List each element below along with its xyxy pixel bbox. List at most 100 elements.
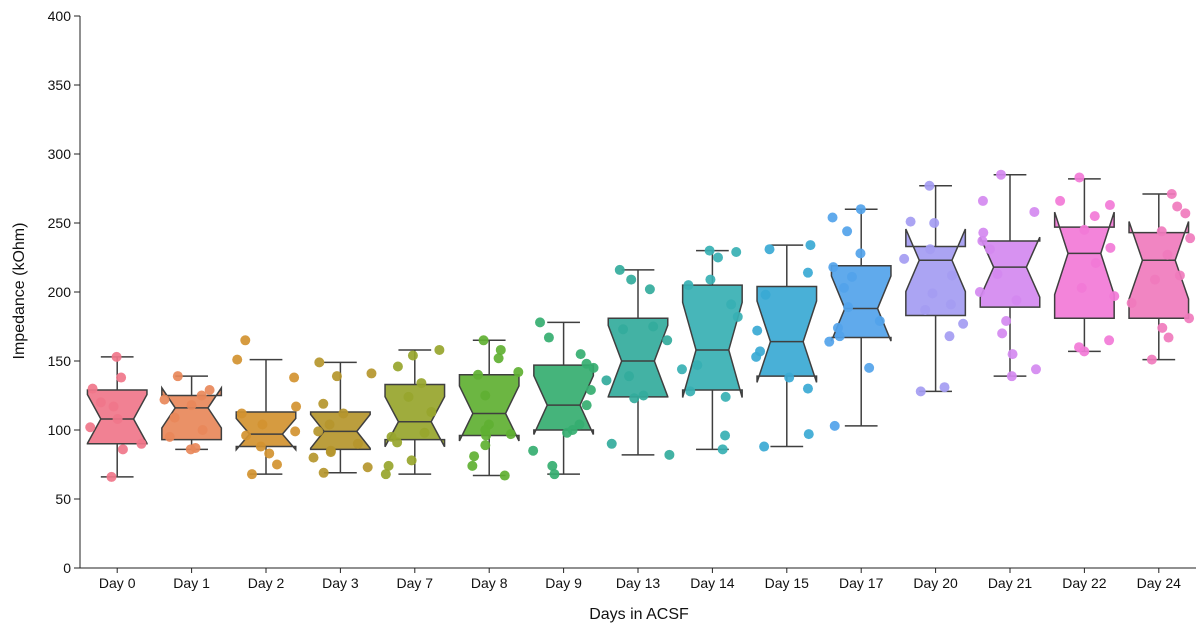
data-point <box>236 408 247 419</box>
y-tick-label: 100 <box>48 422 72 438</box>
data-point <box>977 235 988 246</box>
data-point <box>290 426 301 437</box>
data-point <box>802 383 813 394</box>
data-point <box>419 427 430 438</box>
data-point <box>112 413 123 424</box>
data-point <box>204 384 215 395</box>
data-point <box>618 324 629 335</box>
y-tick-label: 50 <box>55 491 71 507</box>
data-point <box>648 321 659 332</box>
data-point <box>664 449 675 460</box>
data-point <box>1055 195 1066 206</box>
data-point <box>720 391 731 402</box>
data-point <box>927 288 938 299</box>
data-point <box>1007 349 1018 360</box>
data-point <box>403 391 414 402</box>
data-point <box>246 469 257 480</box>
data-point <box>1001 315 1012 326</box>
data-point <box>712 252 723 263</box>
data-point <box>624 371 635 382</box>
data-point <box>997 328 1008 339</box>
data-point <box>977 195 988 206</box>
box-body <box>979 236 1041 308</box>
data-point <box>549 469 560 480</box>
data-point <box>1126 298 1137 309</box>
box-body <box>607 317 669 398</box>
data-point <box>996 169 1007 180</box>
y-tick-label: 400 <box>48 8 72 24</box>
data-point <box>314 357 325 368</box>
data-point <box>1149 274 1160 285</box>
data-point <box>513 367 524 378</box>
data-point <box>978 227 989 238</box>
data-point <box>467 460 478 471</box>
data-point <box>392 361 403 372</box>
data-point <box>416 378 427 389</box>
data-point <box>1030 364 1041 375</box>
y-axis-title: Impedance (kOhm) <box>11 223 28 360</box>
data-point <box>1185 233 1196 244</box>
data-point <box>95 397 106 408</box>
data-point <box>1089 211 1100 222</box>
x-tick-label: Day 24 <box>1137 575 1182 591</box>
data-point <box>874 315 885 326</box>
data-point <box>271 459 282 470</box>
data-point <box>828 262 839 273</box>
data-point <box>426 407 437 418</box>
x-tick-label: Day 8 <box>471 575 508 591</box>
y-tick-label: 300 <box>48 146 72 162</box>
box-group <box>384 349 446 475</box>
data-point <box>705 274 716 285</box>
data-point <box>535 317 546 328</box>
data-point <box>842 226 853 237</box>
data-point <box>392 437 403 448</box>
data-point <box>752 325 763 336</box>
data-point <box>946 270 957 281</box>
data-point <box>547 460 558 471</box>
data-point <box>827 212 838 223</box>
data-point <box>495 344 506 355</box>
data-point <box>164 431 175 442</box>
data-point <box>1104 335 1115 346</box>
data-point <box>824 336 835 347</box>
data-point <box>1079 224 1090 235</box>
data-point <box>843 302 854 313</box>
data-point <box>575 349 586 360</box>
data-point <box>197 425 208 435</box>
data-point <box>1109 291 1120 302</box>
box-group <box>458 339 520 477</box>
box-series <box>86 173 1190 478</box>
box-body <box>1053 211 1115 319</box>
data-point <box>352 438 363 449</box>
data-point <box>111 351 122 362</box>
y-tick-label: 350 <box>48 77 72 93</box>
x-tick-label: Day 0 <box>99 575 136 591</box>
data-point <box>915 386 926 397</box>
box-body <box>161 385 223 441</box>
data-point <box>585 384 596 395</box>
data-point <box>855 248 866 259</box>
data-point <box>338 408 349 419</box>
data-point <box>434 344 445 355</box>
box-group <box>905 184 967 393</box>
data-point <box>255 441 266 452</box>
y-tick-label: 250 <box>48 215 72 231</box>
data-point <box>87 383 98 394</box>
box-group <box>979 173 1041 377</box>
data-point <box>732 311 743 322</box>
data-point <box>366 368 377 379</box>
data-point <box>1090 258 1101 269</box>
data-point <box>1079 346 1090 357</box>
data-point <box>1163 332 1174 343</box>
data-point <box>924 180 935 191</box>
x-tick-label: Day 14 <box>690 575 735 591</box>
box-group <box>533 321 595 475</box>
data-point <box>264 448 275 459</box>
data-point <box>1180 208 1191 219</box>
data-point <box>543 332 554 343</box>
data-point <box>846 271 857 282</box>
data-point <box>1157 322 1168 333</box>
x-tick-label: Day 2 <box>248 575 285 591</box>
data-point <box>318 398 329 409</box>
